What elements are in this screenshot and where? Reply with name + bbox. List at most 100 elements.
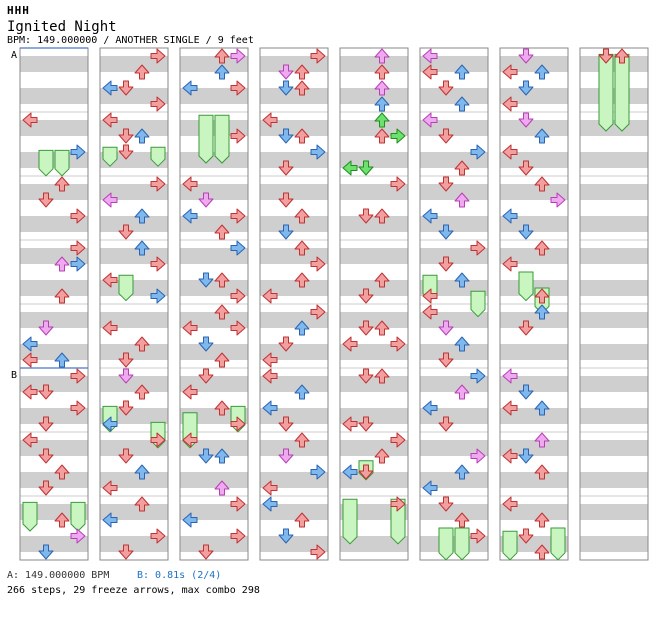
step-arrow-icon	[198, 448, 214, 464]
step-arrow-icon	[518, 160, 534, 176]
beat-stripe	[340, 376, 408, 392]
beat-stripe	[500, 280, 568, 296]
step-arrow-icon	[374, 128, 390, 144]
beat-stripe	[20, 88, 88, 104]
step-arrow-icon	[182, 80, 198, 96]
beat-stripe	[500, 120, 568, 136]
step-arrow-icon	[38, 320, 54, 336]
step-arrow-icon	[550, 192, 566, 208]
step-arrow-icon	[310, 544, 326, 560]
step-arrow-icon	[518, 80, 534, 96]
beat-stripe	[580, 248, 648, 264]
step-arrow-icon	[230, 128, 246, 144]
step-arrow-icon	[118, 448, 134, 464]
beat-stripe	[180, 120, 248, 136]
step-arrow-icon	[534, 288, 550, 304]
step-arrow-icon	[534, 128, 550, 144]
step-arrow-icon	[422, 48, 438, 64]
chart-column	[339, 47, 409, 561]
step-arrow-icon	[102, 192, 118, 208]
step-arrow-icon	[182, 384, 198, 400]
step-arrow-icon	[278, 336, 294, 352]
step-arrow-icon	[598, 48, 614, 64]
beat-stripe	[20, 152, 88, 168]
freeze-arrow	[150, 146, 166, 167]
step-arrow-icon	[102, 416, 118, 432]
beat-stripe	[340, 312, 408, 328]
step-arrow-icon	[358, 416, 374, 432]
step-arrow-icon	[374, 112, 390, 128]
chart-column	[499, 47, 569, 561]
beat-stripe	[420, 248, 488, 264]
step-arrow-icon	[102, 480, 118, 496]
step-arrow-icon	[390, 496, 406, 512]
step-arrow-icon	[214, 352, 230, 368]
step-arrow-icon	[262, 480, 278, 496]
step-arrow-icon	[534, 64, 550, 80]
beat-stripe	[420, 312, 488, 328]
step-arrow-icon	[374, 64, 390, 80]
step-arrow-icon	[502, 256, 518, 272]
beat-stripe	[500, 344, 568, 360]
step-arrow-icon	[502, 96, 518, 112]
column-border	[259, 47, 329, 561]
freeze-arrow	[454, 527, 470, 561]
beat-stripe	[500, 152, 568, 168]
step-arrow-icon	[230, 80, 246, 96]
beat-stripe	[420, 120, 488, 136]
beat-stripe	[420, 344, 488, 360]
step-arrow-icon	[310, 48, 326, 64]
chart-column	[579, 47, 649, 561]
step-arrow-icon	[38, 192, 54, 208]
step-arrow-icon	[230, 288, 246, 304]
step-arrow-icon	[150, 96, 166, 112]
step-arrow-icon	[134, 64, 150, 80]
step-arrow-icon	[278, 416, 294, 432]
beat-stripe	[580, 376, 648, 392]
beat-stripe	[500, 472, 568, 488]
step-arrow-icon	[470, 144, 486, 160]
step-arrow-icon	[358, 368, 374, 384]
step-arrow-icon	[22, 336, 38, 352]
step-arrow-icon	[374, 80, 390, 96]
step-arrow-icon	[38, 480, 54, 496]
stop-readout: B: 0.81s (2/4)	[137, 570, 222, 581]
step-arrow-icon	[454, 464, 470, 480]
freeze-arrow	[198, 114, 214, 164]
beat-stripe	[20, 120, 88, 136]
step-arrow-icon	[230, 416, 246, 432]
beat-stripe	[260, 344, 328, 360]
step-arrow-icon	[294, 320, 310, 336]
beat-stripe	[420, 536, 488, 552]
beat-stripe	[180, 536, 248, 552]
beat-stripe	[340, 408, 408, 424]
step-arrow-icon	[422, 400, 438, 416]
step-arrow-icon	[438, 496, 454, 512]
beat-stripe	[20, 280, 88, 296]
beat-stripe	[180, 376, 248, 392]
beat-stripe	[340, 88, 408, 104]
step-arrow-icon	[438, 176, 454, 192]
step-arrow-icon	[614, 48, 630, 64]
beat-stripe	[500, 408, 568, 424]
step-arrow-icon	[374, 96, 390, 112]
freeze-arrow	[550, 527, 566, 561]
step-arrow-icon	[502, 496, 518, 512]
step-arrow-icon	[310, 144, 326, 160]
step-arrow-icon	[390, 432, 406, 448]
step-arrow-icon	[150, 288, 166, 304]
beat-stripe	[260, 248, 328, 264]
beat-stripe	[180, 56, 248, 72]
step-arrow-icon	[294, 272, 310, 288]
step-arrow-icon	[262, 496, 278, 512]
beat-stripe	[580, 120, 648, 136]
step-arrow-icon	[278, 192, 294, 208]
column-border	[579, 47, 649, 561]
step-arrow-icon	[134, 384, 150, 400]
step-arrow-icon	[358, 288, 374, 304]
step-arrow-icon	[534, 176, 550, 192]
beat-stripe	[100, 536, 168, 552]
step-arrow-icon	[118, 544, 134, 560]
step-arrow-icon	[454, 272, 470, 288]
step-arrow-icon	[182, 320, 198, 336]
